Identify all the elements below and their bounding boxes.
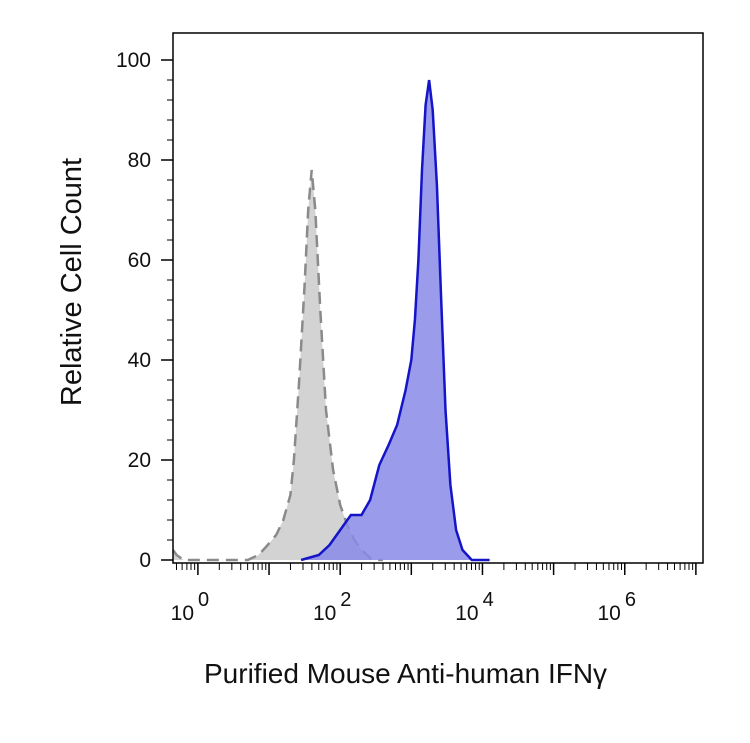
plot-frame xyxy=(172,32,704,564)
x-tick-label: 104 xyxy=(455,589,493,625)
series-stained-fill xyxy=(301,80,490,560)
series-control-fill xyxy=(173,170,383,560)
y-tick-label: 40 xyxy=(128,349,151,372)
x-tick-label: 106 xyxy=(598,589,636,625)
series-stained-line xyxy=(300,79,490,562)
axis-layer: 0 20 40 60 80 100 100 102 104 106 xyxy=(116,49,697,625)
x-axis-label: Purified Mouse Anti-human IFNγ xyxy=(204,658,607,689)
y-axis-label: Relative Cell Count xyxy=(56,158,88,406)
x-tick-label: 102 xyxy=(313,589,351,625)
y-tick-label: 100 xyxy=(116,49,151,72)
series-control-line xyxy=(171,169,383,562)
y-tick-label: 60 xyxy=(128,249,151,272)
x-tick-label: 100 xyxy=(171,589,209,625)
series-layer xyxy=(171,79,490,562)
y-tick-label: 20 xyxy=(128,449,151,472)
y-tick-label: 80 xyxy=(128,149,151,172)
y-tick-label: 0 xyxy=(139,549,151,572)
